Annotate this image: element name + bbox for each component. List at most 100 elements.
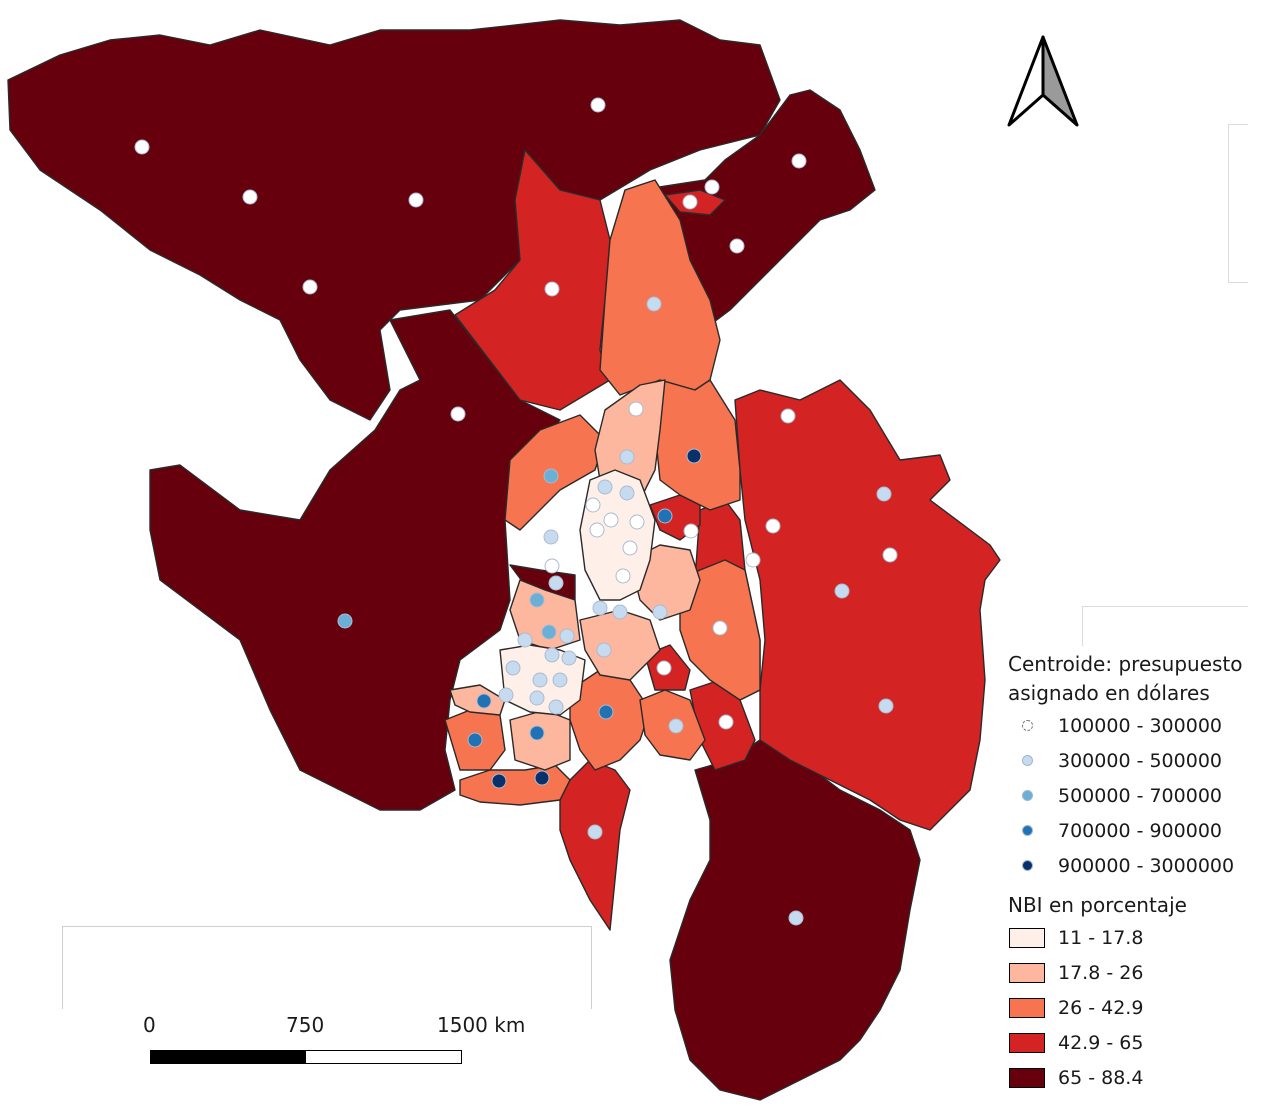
centroid-point [532,672,548,688]
legend-polygons-title: NBI en porcentaje [1008,893,1187,917]
legend-point-row: 100000 - 300000 [1008,708,1268,743]
legend-point-label: 100000 - 300000 [1058,714,1222,737]
region-salmon-4 [579,609,661,681]
centroid-point [590,97,606,113]
legend-polygon-label: 65 - 88.4 [1058,1066,1144,1089]
legend-polygon-label: 26 - 42.9 [1058,996,1144,1019]
region-salmon-6 [509,709,571,771]
legend-polygon-swatch [1009,997,1045,1018]
centroid-point [337,613,353,629]
centroid-point [491,773,507,789]
north-arrow-icon [1005,33,1081,133]
legend-polygon-label: 17.8 - 26 [1058,961,1144,984]
legend-point-row: 300000 - 500000 [1008,743,1268,778]
legend-point-dot [1021,755,1033,766]
scale-label-0: 0 [143,1013,156,1037]
scale-label-1500: 1500 km [437,1013,526,1037]
centroid-point [791,153,807,169]
centroid-point [682,194,698,210]
legend-polygon-swatch [1009,1067,1045,1088]
scale-bar [150,1050,462,1064]
centroid-point [476,693,492,709]
legend-polygon-row: 17.8 - 26 [1008,955,1268,990]
region-east-red [734,379,1001,831]
legend-point-dot [1021,825,1033,836]
centroid-point [834,583,850,599]
centroid-point [780,408,796,424]
frame-line [1228,124,1229,282]
centroid-point [652,604,668,620]
centroid-point [878,698,894,714]
centroid-point [683,523,699,539]
centroid-point [729,238,745,254]
centroid-point [543,468,559,484]
frame-line [1228,282,1248,283]
legend-point-label: 900000 - 3000000 [1058,854,1235,877]
centroid-point [505,660,521,676]
centroid-point [585,497,601,513]
legend-point-label: 500000 - 700000 [1058,784,1222,807]
centroid-point [517,632,533,648]
centroid-point [543,529,559,545]
centroid-point [704,179,720,195]
centroid-point [589,522,605,538]
legend-points-title-2: asignado en dólares [1008,681,1210,705]
legend-polygon-swatch [1009,1032,1045,1053]
legend-polygon-row: 42.9 - 65 [1008,1025,1268,1060]
legend-polygon-swatch [1009,962,1045,983]
centroid-point [134,139,150,155]
legend-polygon-row: 26 - 42.9 [1008,990,1268,1025]
frame-line [1082,606,1083,646]
centroid-point [646,296,662,312]
centroid-point [597,479,613,495]
legend-point-dot [1021,860,1033,871]
centroid-point [629,514,645,530]
centroid-point [541,624,557,640]
scale-bar-frame [62,926,592,1009]
centroid-point [552,672,568,688]
centroid-point [619,449,635,465]
centroid-point [598,704,614,720]
map-legend: Centroide: presupuesto asignado en dólar… [1008,650,1268,1095]
centroid-point [615,568,631,584]
centroid-point [548,699,564,715]
centroid-point [656,660,672,676]
legend-point-label: 300000 - 500000 [1058,749,1222,772]
legend-point-row: 500000 - 700000 [1008,778,1268,813]
legend-polygon-label: 11 - 17.8 [1058,926,1144,949]
frame-line [1228,124,1248,125]
legend-point-dot [1021,720,1033,731]
centroid-point [534,770,550,786]
centroid-point [612,604,628,620]
legend-polygon-label: 42.9 - 65 [1058,1031,1144,1054]
centroid-point [619,485,635,501]
centroid-point [603,512,619,528]
centroid-point [745,552,761,568]
centroid-point [712,620,728,636]
centroid-point [596,642,612,658]
centroid-point [622,540,638,556]
centroid-point [544,558,560,574]
legend-point-dot [1021,790,1033,801]
centroid-point [587,824,603,840]
centroid-point [657,508,673,524]
centroid-point [408,192,424,208]
centroid-point [302,279,318,295]
region-west [149,309,561,811]
centroid-point [529,690,545,706]
centroid-point [498,687,514,703]
centroid-point [765,518,781,534]
centroid-point [686,448,702,464]
legend-polygon-row: 11 - 17.8 [1008,920,1268,955]
centroid-point [788,910,804,926]
legend-point-label: 700000 - 900000 [1058,819,1222,842]
centroid-point [548,575,564,591]
centroid-point [668,718,684,734]
centroid-point [529,592,545,608]
centroid-point [450,406,466,422]
legend-polygon-row: 65 - 88.4 [1008,1060,1268,1095]
centroid-point [544,647,560,663]
centroid-point [882,547,898,563]
region-southwest-orange [459,764,571,806]
